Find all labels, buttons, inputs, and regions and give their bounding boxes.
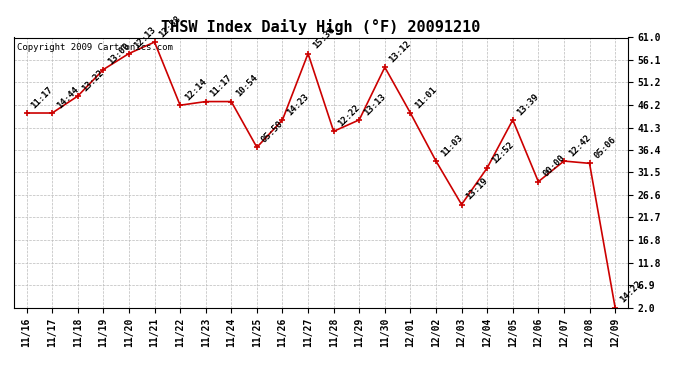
Text: 14:44: 14:44 [55, 85, 80, 110]
Text: 13:12: 13:12 [388, 39, 413, 64]
Text: 13:00: 13:00 [106, 41, 132, 67]
Text: 12:14: 12:14 [183, 77, 208, 102]
Text: 12:22: 12:22 [337, 103, 362, 129]
Text: 14:22: 14:22 [618, 279, 643, 305]
Text: 12:42: 12:42 [566, 133, 592, 158]
Text: 12:58: 12:58 [157, 14, 183, 39]
Text: 15:36: 15:36 [310, 26, 336, 51]
Text: 13:39: 13:39 [515, 92, 541, 117]
Text: Copyright 2009 Cartronics.com: Copyright 2009 Cartronics.com [17, 43, 172, 52]
Text: 00:00: 00:00 [541, 153, 566, 179]
Text: 13:22: 13:22 [81, 68, 106, 93]
Text: 10:54: 10:54 [234, 74, 259, 99]
Text: 13:19: 13:19 [464, 176, 490, 202]
Text: 11:01: 11:01 [413, 85, 439, 110]
Text: 05:50: 05:50 [259, 119, 285, 144]
Text: 11:17: 11:17 [208, 74, 234, 99]
Text: 14:23: 14:23 [285, 92, 310, 117]
Text: 05:06: 05:06 [592, 135, 618, 160]
Text: 13:13: 13:13 [362, 92, 387, 117]
Text: 11:03: 11:03 [439, 133, 464, 158]
Text: 11:17: 11:17 [30, 85, 55, 110]
Title: THSW Index Daily High (°F) 20091210: THSW Index Daily High (°F) 20091210 [161, 19, 480, 35]
Text: 12:13: 12:13 [132, 26, 157, 51]
Text: 12:52: 12:52 [490, 140, 515, 165]
